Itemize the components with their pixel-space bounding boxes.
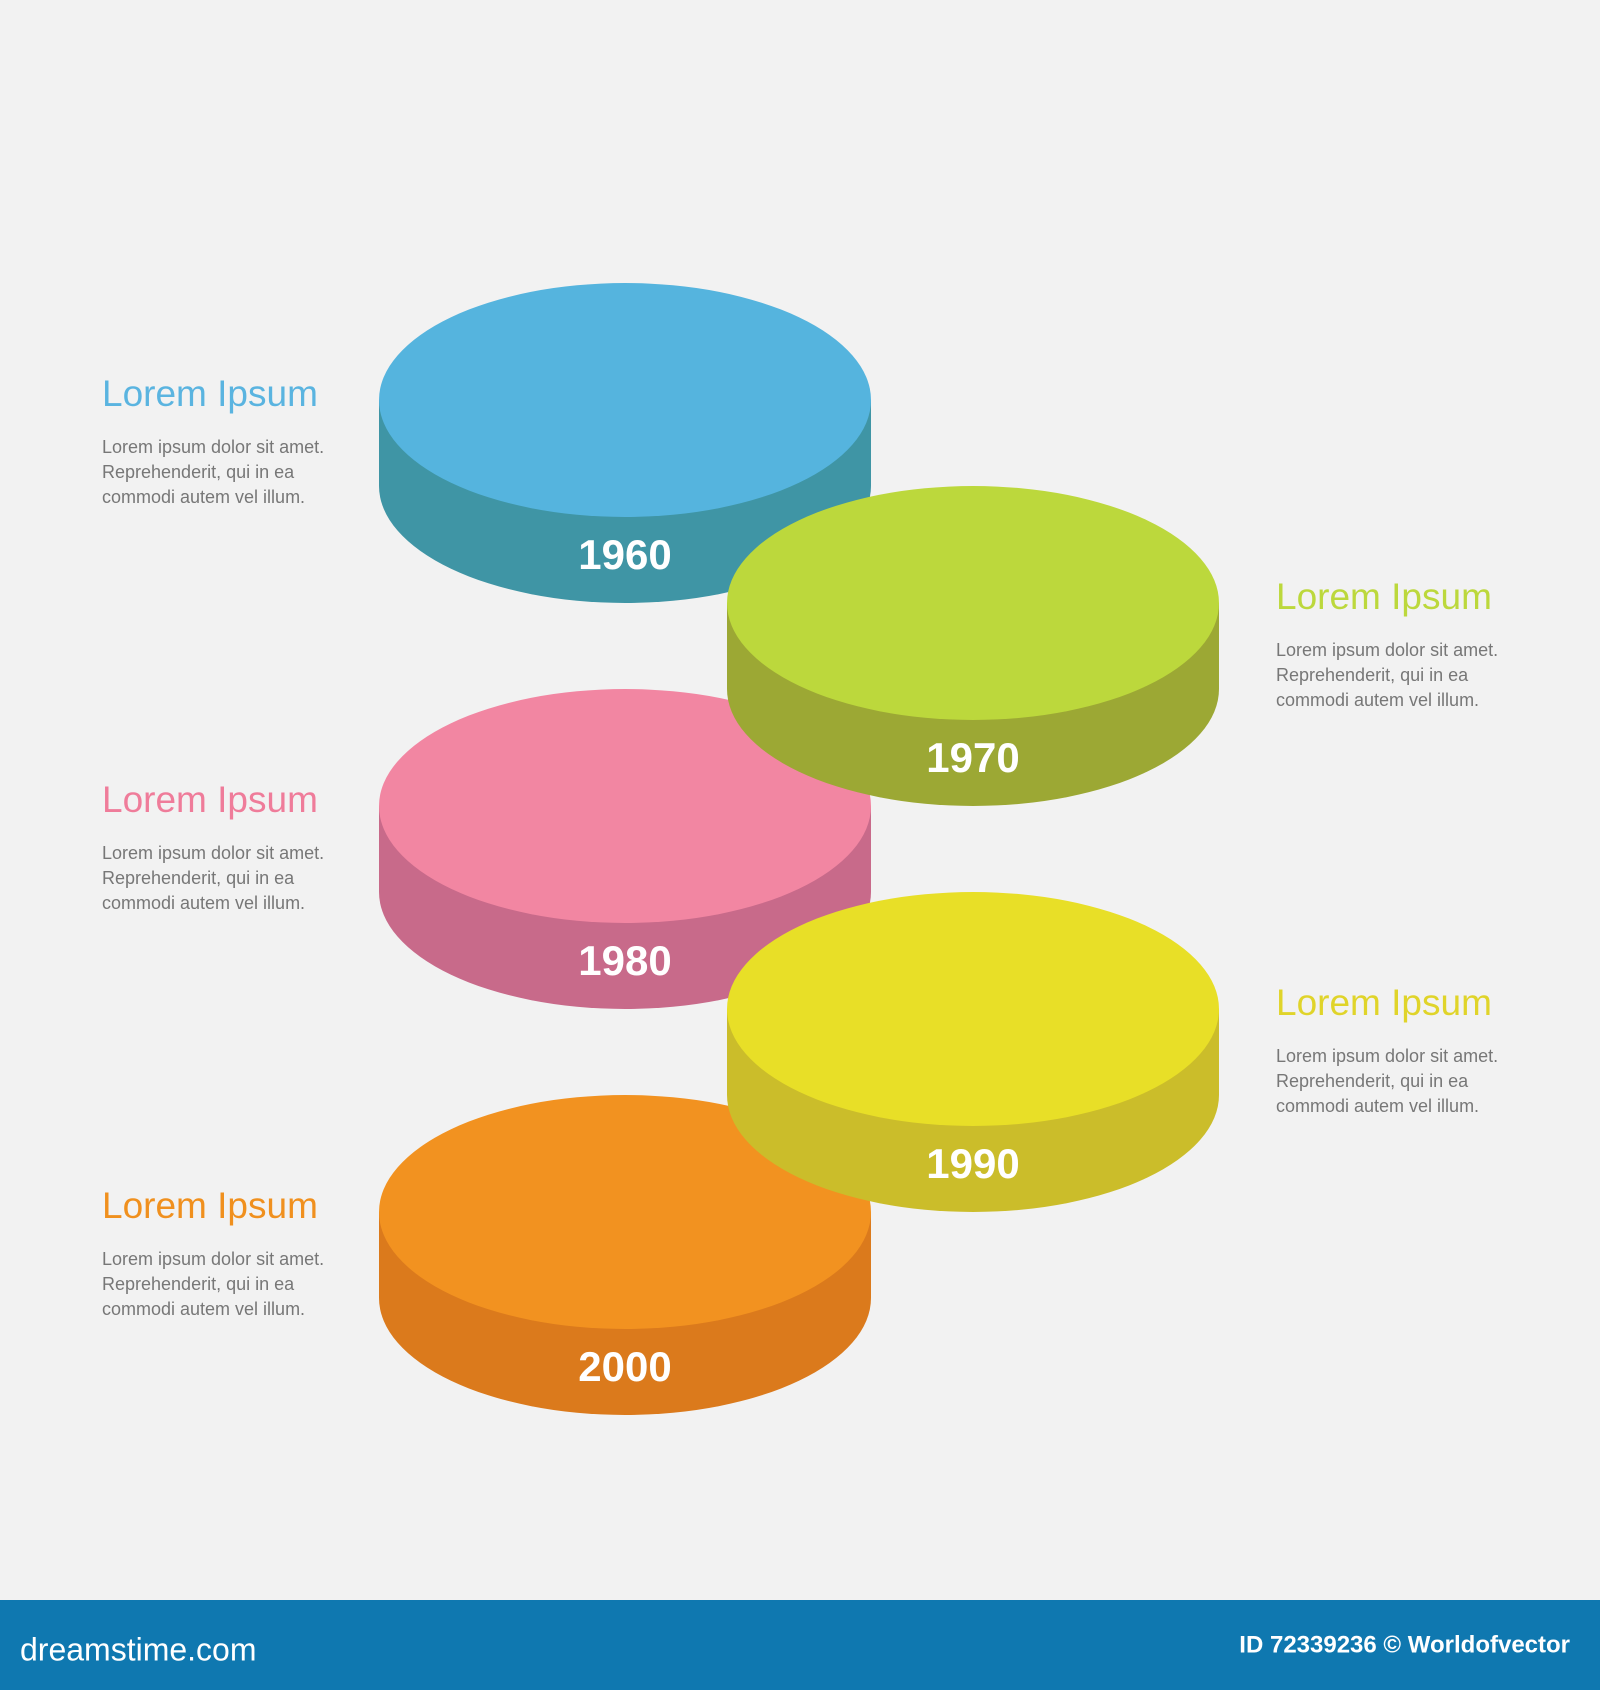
- disc-top: [727, 486, 1219, 720]
- footer-brand: dreamstime.com: [20, 1631, 257, 1667]
- year-label: 1960: [578, 531, 671, 578]
- step-text: Lorem ipsum dolor sit amet.: [102, 843, 324, 863]
- step-text: Lorem ipsum dolor sit amet.: [102, 1249, 324, 1269]
- timeline-step: 2000 Lorem Ipsum Lorem ipsum dolor sit ame…: [102, 1095, 871, 1415]
- step-text: commodi autem vel illum.: [1276, 690, 1479, 710]
- step-text: Reprehenderit, qui in ea: [102, 1274, 295, 1294]
- disc-top: [379, 283, 871, 517]
- year-label: 1990: [926, 1140, 1019, 1187]
- step-text: Reprehenderit, qui in ea: [1276, 665, 1469, 685]
- step-title: Lorem Ipsum: [102, 373, 318, 414]
- disc-top: [727, 892, 1219, 1126]
- timeline: 1960 Lorem Ipsum Lorem ipsum dolor sit ame…: [102, 283, 1498, 1415]
- disc-top: [379, 1095, 871, 1329]
- timeline-step: 1960 Lorem Ipsum Lorem ipsum dolor sit ame…: [102, 283, 871, 603]
- year-label: 1970: [926, 734, 1019, 781]
- step-text: commodi autem vel illum.: [102, 1299, 305, 1319]
- timeline-step: 1970 Lorem Ipsum Lorem ipsum dolor sit ame…: [727, 486, 1498, 806]
- step-text: commodi autem vel illum.: [1276, 1096, 1479, 1116]
- step-text: Lorem ipsum dolor sit amet.: [1276, 1046, 1498, 1066]
- step-text: Lorem ipsum dolor sit amet.: [1276, 640, 1498, 660]
- footer-credit: ID 72339236 © Worldofvector: [1239, 1631, 1570, 1658]
- step-text: Reprehenderit, qui in ea: [1276, 1071, 1469, 1091]
- step-text: Reprehenderit, qui in ea: [102, 462, 295, 482]
- step-title: Lorem Ipsum: [102, 779, 318, 820]
- timeline-step: 1980 Lorem Ipsum Lorem ipsum dolor sit ame…: [102, 689, 871, 1009]
- step-text: commodi autem vel illum.: [102, 487, 305, 507]
- footer-bar: [0, 1600, 1600, 1690]
- step-text: Lorem ipsum dolor sit amet.: [102, 437, 324, 457]
- year-label: 1980: [578, 937, 671, 984]
- step-title: Lorem Ipsum: [1276, 982, 1492, 1023]
- year-label: 2000: [578, 1343, 671, 1390]
- step-title: Lorem Ipsum: [102, 1185, 318, 1226]
- timeline-step: 1990 Lorem Ipsum Lorem ipsum dolor sit ame…: [727, 892, 1498, 1212]
- step-text: commodi autem vel illum.: [102, 893, 305, 913]
- step-title: Lorem Ipsum: [1276, 576, 1492, 617]
- disc-top: [379, 689, 871, 923]
- step-text: Reprehenderit, qui in ea: [102, 868, 295, 888]
